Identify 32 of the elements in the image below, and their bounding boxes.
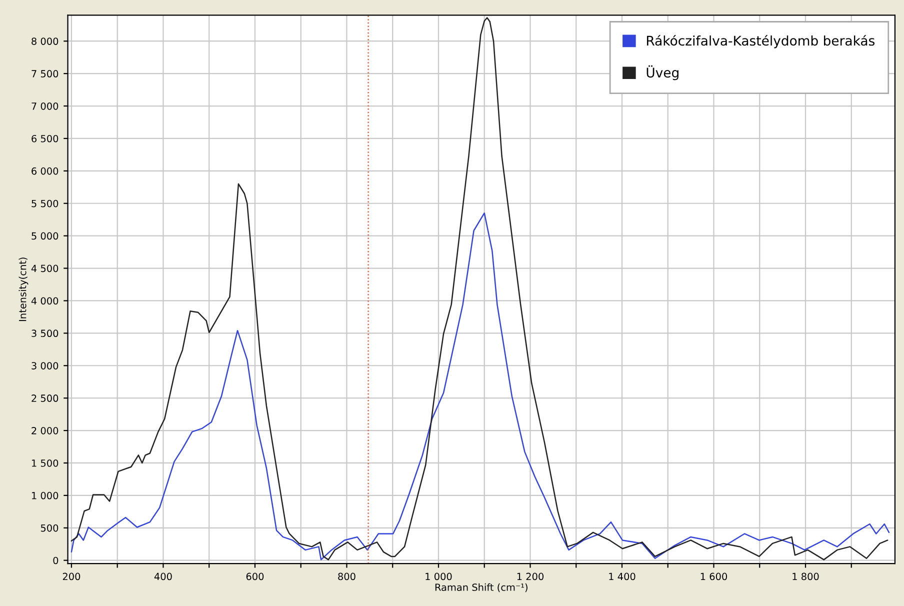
y-tick-label: 4 500 xyxy=(31,264,58,272)
x-tick-label: 1 400 xyxy=(609,572,636,580)
y-tick-label: 500 xyxy=(40,524,58,532)
x-tick-label: 1 600 xyxy=(700,572,728,580)
y-tick-label: 2 000 xyxy=(32,427,58,434)
y-tick-label: 4 000 xyxy=(31,297,58,305)
y-tick-label: 3 500 xyxy=(32,330,58,338)
x-axis-title: Raman Shift (cm⁻¹) xyxy=(435,583,528,592)
y-axis-title: Intensity(cnt) xyxy=(18,258,28,322)
y-tick-label: 6 000 xyxy=(32,167,58,175)
line-series xyxy=(70,17,888,560)
y-tick-label: 5 000 xyxy=(32,232,58,240)
legend-label: Üveg xyxy=(646,65,678,80)
y-tick-label: 7 500 xyxy=(32,70,58,78)
y-tick-label: 8 000 xyxy=(32,38,58,45)
x-tick-label: 400 xyxy=(154,572,172,580)
x-tick-label: 1 200 xyxy=(517,572,544,580)
y-tick-label: 1 500 xyxy=(32,459,58,467)
legend-label: Rákóczifalva-Kastélydomb berakás xyxy=(646,34,875,48)
y-tick-label: 2 500 xyxy=(32,394,58,402)
x-tick-label: 1 000 xyxy=(426,572,452,580)
y-tick-label: 3 000 xyxy=(32,362,58,370)
line-series xyxy=(70,212,890,560)
x-tick-label: 800 xyxy=(338,572,356,580)
y-tick-label: 1 000 xyxy=(32,492,58,500)
y-tick-label: 0 xyxy=(53,556,58,564)
x-tick-label: 200 xyxy=(62,572,80,580)
y-tick-label: 5 500 xyxy=(32,200,58,208)
x-tick-label: 1 800 xyxy=(792,572,819,580)
x-tick-label: 600 xyxy=(246,572,264,580)
y-tick-label: 7 000 xyxy=(32,102,58,110)
y-tick-label: 6 500 xyxy=(32,134,58,142)
